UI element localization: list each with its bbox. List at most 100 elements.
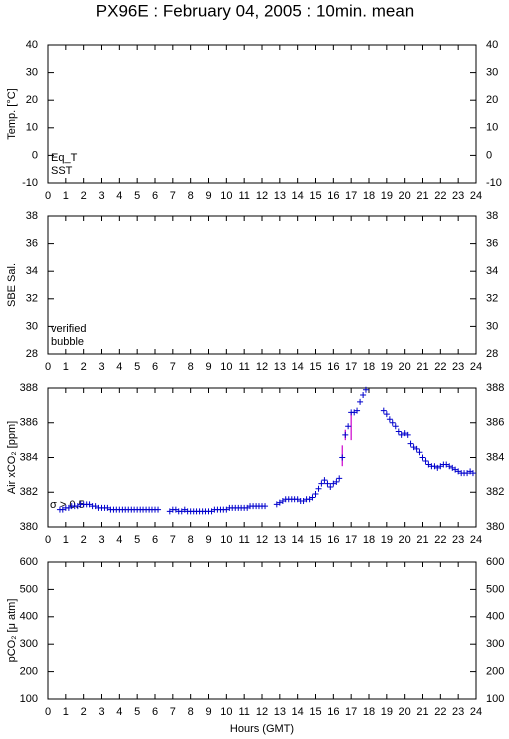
y-tick-label: 388 xyxy=(486,382,504,394)
point xyxy=(166,508,173,515)
x-tick-label: 1 xyxy=(63,534,69,546)
x-tick-label: 10 xyxy=(220,190,232,202)
point xyxy=(360,391,367,398)
x-tick-label: 15 xyxy=(309,534,321,546)
x-tick-label: 12 xyxy=(256,190,268,202)
point xyxy=(339,454,346,461)
y-tick-label: 400 xyxy=(20,611,38,623)
x-tick-label: 17 xyxy=(345,534,357,546)
y-tick-label: 20 xyxy=(486,94,498,106)
x-tick-label: 23 xyxy=(452,534,464,546)
y-tick-label: 38 xyxy=(26,210,38,222)
x-tick-label: 6 xyxy=(152,706,158,718)
x-tick-label: 23 xyxy=(452,361,464,373)
y-tick-label: 34 xyxy=(26,265,38,277)
x-tick-label: 13 xyxy=(274,706,286,718)
point xyxy=(318,480,325,487)
y-tick-label: 30 xyxy=(486,320,498,332)
x-tick-label: 4 xyxy=(116,361,122,373)
x-tick-label: 14 xyxy=(292,361,304,373)
point xyxy=(333,478,340,485)
y-tick-label: 36 xyxy=(486,238,498,250)
x-tick-label: 0 xyxy=(45,706,51,718)
x-tick-label: 7 xyxy=(170,361,176,373)
point xyxy=(312,490,319,497)
x-tick-label: 10 xyxy=(220,706,232,718)
y-tick-label: 600 xyxy=(486,556,504,568)
y-tick-label: 32 xyxy=(26,293,38,305)
x-tick-label: 3 xyxy=(98,534,104,546)
x-tick-label: 11 xyxy=(238,534,249,546)
point xyxy=(389,419,396,426)
point xyxy=(410,444,417,451)
x-tick-label: 6 xyxy=(152,534,158,546)
x-tick-label: 14 xyxy=(292,190,304,202)
x-tick-label: 14 xyxy=(292,706,304,718)
x-tick-label: 3 xyxy=(98,361,104,373)
x-tick-label: 14 xyxy=(292,534,304,546)
plot-frame xyxy=(47,215,477,355)
legend-entry: Eq_T xyxy=(51,152,78,164)
y-tick-label: 38 xyxy=(486,210,498,222)
point xyxy=(407,440,414,447)
x-tick-label: 0 xyxy=(45,361,51,373)
x-tick-label: 22 xyxy=(434,534,446,546)
y-tick-label: 386 xyxy=(20,417,38,429)
point xyxy=(223,506,230,513)
point xyxy=(330,480,337,487)
x-tick-label: 16 xyxy=(327,190,339,202)
x-tick-label: 10 xyxy=(220,534,232,546)
x-tick-label: 2 xyxy=(81,190,87,202)
x-axis-label: Hours (GMT) xyxy=(230,723,294,735)
x-tick-label: 13 xyxy=(274,361,286,373)
x-tick-label: 2 xyxy=(81,706,87,718)
x-tick-label: 4 xyxy=(116,190,122,202)
point xyxy=(104,504,111,511)
point xyxy=(178,508,185,515)
y-tick-label: -10 xyxy=(22,177,38,189)
y-tick-label: 0 xyxy=(486,149,492,161)
point xyxy=(419,454,426,461)
x-tick-label: 19 xyxy=(381,706,393,718)
y-tick-label: 200 xyxy=(20,666,38,678)
x-tick-label: 16 xyxy=(327,361,339,373)
x-tick-label: 15 xyxy=(309,190,321,202)
y-tick-label: 0 xyxy=(32,149,38,161)
x-tick-label: 0 xyxy=(45,534,51,546)
x-tick-label: 13 xyxy=(274,534,286,546)
x-tick-label: 5 xyxy=(134,706,140,718)
y-tick-label: 30 xyxy=(486,67,498,79)
x-tick-label: 11 xyxy=(238,361,249,373)
point xyxy=(276,499,283,506)
point xyxy=(345,423,352,430)
x-tick-label: 21 xyxy=(416,706,428,718)
y-tick-label: 10 xyxy=(26,122,38,134)
y-tick-label: 28 xyxy=(26,348,38,360)
x-tick-label: 5 xyxy=(134,534,140,546)
x-tick-label: 6 xyxy=(152,361,158,373)
y-tick-label: 400 xyxy=(486,611,504,623)
y-tick-label: 384 xyxy=(20,451,38,463)
x-tick-label: 18 xyxy=(363,534,375,546)
x-tick-label: 8 xyxy=(188,190,194,202)
x-tick-label: 9 xyxy=(205,361,211,373)
chart-title: PX96E : February 04, 2005 : 10min. mean xyxy=(96,1,414,20)
x-tick-label: 20 xyxy=(399,534,411,546)
y-tick-label: 200 xyxy=(486,666,504,678)
point xyxy=(452,466,459,473)
point xyxy=(59,506,66,513)
point xyxy=(416,449,423,456)
point xyxy=(469,470,476,477)
x-tick-label: 12 xyxy=(256,534,268,546)
point xyxy=(413,445,420,452)
x-tick-label: 21 xyxy=(416,534,428,546)
point xyxy=(404,431,411,438)
x-tick-label: 19 xyxy=(381,534,393,546)
x-tick-label: 21 xyxy=(416,361,428,373)
x-tick-label: 16 xyxy=(327,534,339,546)
y-tick-label: 380 xyxy=(20,521,38,533)
x-tick-label: 2 xyxy=(81,361,87,373)
x-tick-label: 8 xyxy=(188,534,194,546)
x-tick-label: 11 xyxy=(238,706,249,718)
y-axis-label: pCO₂ [μ atm] xyxy=(6,599,18,663)
